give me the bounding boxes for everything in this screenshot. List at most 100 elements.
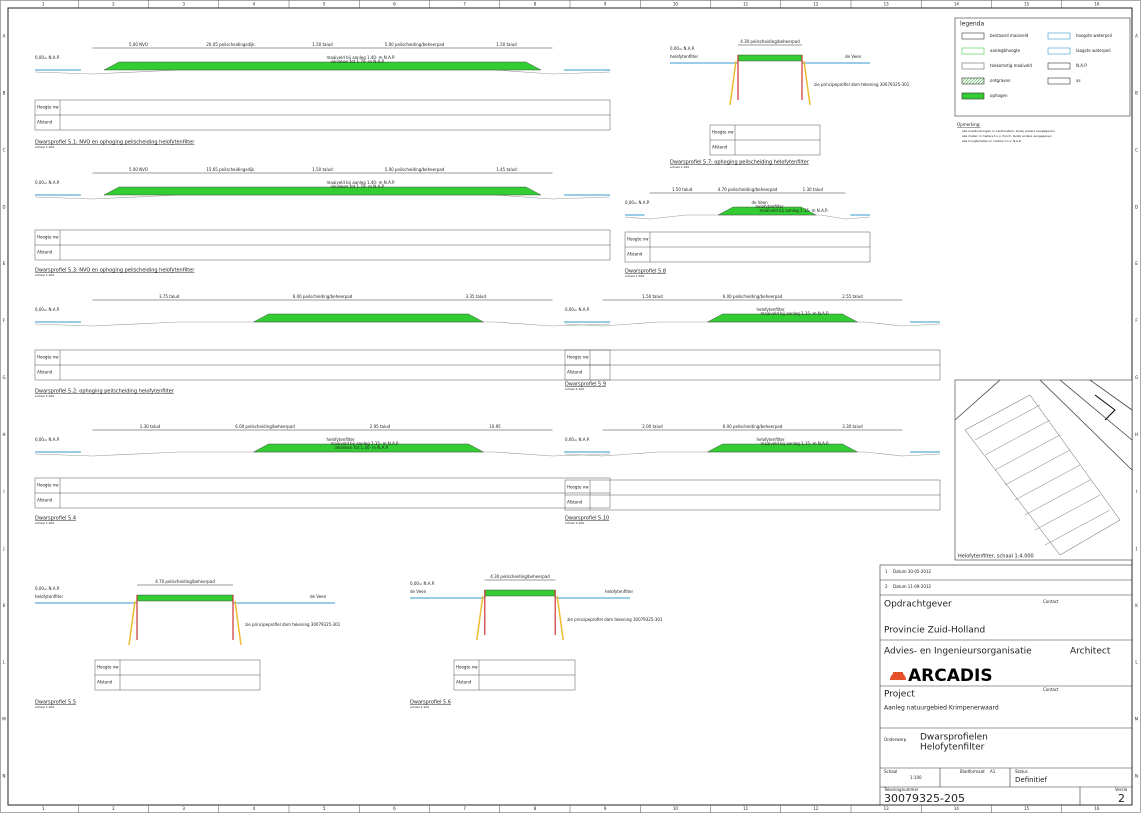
arcadis-logo xyxy=(890,672,906,680)
dimension-label: 5.00 peilscheiding/beheerpad xyxy=(385,42,445,47)
remarks-line: alle maten in meters t.o.v. N.A.P., tenz… xyxy=(962,134,1052,138)
row-label: B xyxy=(3,90,6,95)
legend-swatch xyxy=(1047,32,1071,40)
dimension-label: 2.55 talud xyxy=(842,294,863,299)
profile-caption: Dwarsprofiel 5.4 xyxy=(35,516,76,522)
profile-note: maaiveld bij aanleg 1.15- m N.A.P. xyxy=(761,441,830,446)
ground xyxy=(34,451,611,457)
column-label: 1 xyxy=(42,2,45,7)
column-label: 5 xyxy=(323,2,326,7)
legend-label: hoogste waterpeil xyxy=(1076,33,1112,38)
profile-scale: schaal 1:100 xyxy=(565,387,584,391)
legend-label: as xyxy=(1076,78,1081,83)
column-label: 6 xyxy=(393,806,396,811)
column-label: 13 xyxy=(884,2,890,7)
version: 2 xyxy=(1118,792,1125,805)
row-label: M xyxy=(2,717,6,722)
row-label: K xyxy=(1135,603,1138,608)
dimension-label: 4.70 peilscheiding/beheerpad xyxy=(718,187,778,192)
legend-label: toekomstig maaiveld xyxy=(990,63,1032,68)
profile-caption: Dwarsprofiel 5.2: ophoging peilscheiding… xyxy=(35,389,175,395)
row-label: K xyxy=(3,603,6,608)
dimension-label: 2.00 talud xyxy=(642,424,663,429)
legend-label: ophogen xyxy=(990,93,1008,98)
legend-swatch xyxy=(1047,47,1071,55)
fill-body xyxy=(253,443,484,453)
table-row-label: Hoogte nw xyxy=(567,355,589,360)
row-label: D xyxy=(2,204,5,209)
row-label: C xyxy=(3,147,6,152)
pile xyxy=(128,600,242,646)
row-label: F xyxy=(3,318,6,323)
remarks-line: alle maatvoeringen in centimeters, tenzi… xyxy=(962,129,1055,133)
table-row-label: Afstand xyxy=(456,680,472,685)
column-label: 9 xyxy=(604,806,607,811)
profile-caption: Dwarsprofiel 5.10 xyxy=(565,516,609,522)
dimension-label: 6.00 peilscheiding/beheerpad xyxy=(235,424,295,429)
column-label: 4 xyxy=(253,806,256,811)
ground xyxy=(624,214,871,220)
column-label: 10 xyxy=(673,806,679,811)
column-label: 14 xyxy=(954,2,960,7)
map xyxy=(954,379,1133,561)
dimension-label: 1.45 talud xyxy=(496,167,517,172)
row-label: E xyxy=(3,261,6,266)
table-row-label: Hoogte nw xyxy=(37,105,59,110)
version-label: Versie xyxy=(1115,787,1128,792)
profile-note: 0,00= N.A.P. xyxy=(670,46,695,51)
table-row-label: Afstand xyxy=(627,252,643,257)
subject: Helofytenfilter xyxy=(920,743,985,753)
dimension-label: 20.05 peilscheidingsdijk xyxy=(206,42,255,47)
dimension-label: 4.70 peilscheiding/beheerpad xyxy=(155,579,215,584)
profile-note: 0,00= N.A.P. xyxy=(35,437,60,442)
profile-note: helofytenfilter xyxy=(670,54,698,59)
dimension-label: 1.50 talud xyxy=(672,187,693,192)
revision-cell: 2 xyxy=(885,584,888,589)
fill-body xyxy=(737,54,803,62)
profile-note: helofytenfilter xyxy=(35,594,63,599)
profile-caption: Dwarsprofiel 5.5 xyxy=(35,700,76,706)
profile-note: maaiveld bij aanleg 1.15- m N.A.P. xyxy=(331,441,400,446)
legend-swatch xyxy=(961,77,985,85)
profile-note: helofytenfilter xyxy=(756,204,784,209)
row-label: N xyxy=(3,774,6,779)
profile-note: de Veen xyxy=(845,54,862,59)
remarks-line: alle hoogtematen in meters t.o.v. N.A.P. xyxy=(962,139,1021,143)
dimension-label: 1.30 talud xyxy=(803,187,824,192)
remarks-title: Opmerking: xyxy=(957,122,981,127)
profile-note: 0,00= N.A.P. xyxy=(565,307,590,312)
row-label: L xyxy=(1135,660,1138,665)
row-label: M xyxy=(1135,717,1139,722)
column-label: 15 xyxy=(1024,806,1030,811)
format-label: Bladformaat xyxy=(960,769,985,774)
fill-body xyxy=(103,186,542,196)
table-row-label: Afstand xyxy=(37,370,53,375)
sheet-pile xyxy=(136,595,234,640)
row-label: E xyxy=(1135,261,1138,266)
column-label: 16 xyxy=(1094,806,1100,811)
dimension-label: 6.00 peilscheiding/beheerpad xyxy=(723,294,783,299)
profile-note: 0,00= N.A.P. xyxy=(565,437,590,442)
table-row-label: Hoogte nw xyxy=(37,483,59,488)
table-row-label: Afstand xyxy=(37,250,53,255)
row-label: A xyxy=(1135,33,1138,38)
profile-note: 0,00= N.A.P. xyxy=(35,307,60,312)
column-label: 4 xyxy=(253,2,256,7)
company: ARCADIS xyxy=(908,666,993,686)
fill-body xyxy=(103,61,542,71)
legend-label: bestaand maaiveld xyxy=(990,33,1029,38)
profile-scale: schaal 1:100 xyxy=(410,705,429,709)
advisor-label: Advies- en Ingenieursorganisatie xyxy=(884,647,1032,657)
dimension-label: 4.30 peilscheiding/beheerpad xyxy=(490,574,550,579)
client-label: Opdrachtgever xyxy=(884,600,952,610)
legend-swatch xyxy=(961,92,985,100)
table-row-label: Hoogte nw xyxy=(627,237,649,242)
profile-note: maaiveld bij aanleg 1.40- m N.A.P. xyxy=(327,55,396,60)
sheet-pile xyxy=(484,590,556,635)
number-label: Tekeningnummer xyxy=(883,787,919,792)
dimension-label: 15.65 peilscheidingsdijk xyxy=(206,167,255,172)
legend-title: legenda xyxy=(960,21,984,28)
revision-cell: Datum 11-09-2012 xyxy=(893,584,932,589)
column-label: 2 xyxy=(112,806,115,811)
row-label: D xyxy=(1135,204,1138,209)
